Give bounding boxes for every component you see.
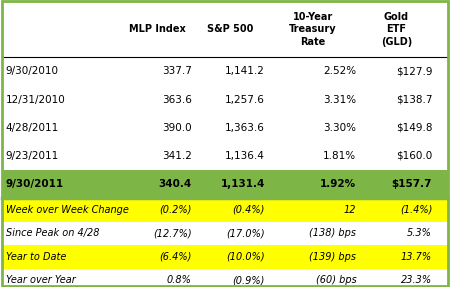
Text: 1,131.4: 1,131.4 [220, 179, 265, 189]
Text: Year over Year: Year over Year [6, 276, 76, 285]
Text: 13.7%: 13.7% [401, 252, 432, 262]
Text: 2.52%: 2.52% [323, 67, 356, 76]
Text: $149.8: $149.8 [396, 123, 432, 133]
Text: (17.0%): (17.0%) [226, 228, 265, 238]
Text: 5.3%: 5.3% [407, 228, 432, 238]
Text: 3.31%: 3.31% [323, 95, 356, 104]
Text: Week over Week Change: Week over Week Change [6, 205, 129, 215]
Text: (0.2%): (0.2%) [159, 205, 192, 215]
Text: 1,136.4: 1,136.4 [225, 151, 265, 161]
Text: (1.4%): (1.4%) [400, 205, 432, 215]
Text: 3.30%: 3.30% [324, 123, 356, 133]
Bar [2, 170, 448, 198]
Text: 12: 12 [344, 205, 356, 215]
Text: 4/28/2011: 4/28/2011 [6, 123, 59, 133]
Text: (60) bps: (60) bps [315, 276, 356, 285]
Text: (10.0%): (10.0%) [226, 252, 265, 262]
Text: Year to Date: Year to Date [6, 252, 66, 262]
Text: 1,363.6: 1,363.6 [225, 123, 265, 133]
Text: 23.3%: 23.3% [401, 276, 432, 285]
Bar [2, 198, 448, 222]
Text: (6.4%): (6.4%) [159, 252, 192, 262]
Bar [2, 245, 448, 269]
Text: 1.81%: 1.81% [323, 151, 356, 161]
Text: $160.0: $160.0 [396, 151, 432, 161]
Text: 337.7: 337.7 [162, 67, 192, 76]
Text: 9/23/2011: 9/23/2011 [6, 151, 59, 161]
Text: (138) bps: (138) bps [310, 228, 356, 238]
Text: $138.7: $138.7 [396, 95, 432, 104]
Text: (0.9%): (0.9%) [233, 276, 265, 285]
Text: 363.6: 363.6 [162, 95, 192, 104]
Text: (0.4%): (0.4%) [233, 205, 265, 215]
Text: Gold
ETF
(GLD): Gold ETF (GLD) [381, 12, 412, 47]
Text: 390.0: 390.0 [162, 123, 192, 133]
Text: 1,257.6: 1,257.6 [225, 95, 265, 104]
Text: Since Peak on 4/28: Since Peak on 4/28 [6, 228, 99, 238]
Text: 12/31/2010: 12/31/2010 [6, 95, 66, 104]
Text: 341.2: 341.2 [162, 151, 192, 161]
Text: MLP Index: MLP Index [129, 24, 185, 34]
Text: 0.8%: 0.8% [166, 276, 192, 285]
Text: 9/30/2010: 9/30/2010 [6, 67, 59, 76]
Text: $127.9: $127.9 [396, 67, 432, 76]
Text: 9/30/2011: 9/30/2011 [6, 179, 64, 189]
Text: (12.7%): (12.7%) [153, 228, 192, 238]
Text: 1,141.2: 1,141.2 [225, 67, 265, 76]
Text: 340.4: 340.4 [158, 179, 192, 189]
Text: (139) bps: (139) bps [310, 252, 356, 262]
Text: $157.7: $157.7 [392, 179, 432, 189]
Text: 1.92%: 1.92% [320, 179, 356, 189]
Text: S&P 500: S&P 500 [207, 24, 254, 34]
Text: 10-Year
Treasury
Rate: 10-Year Treasury Rate [289, 12, 337, 47]
